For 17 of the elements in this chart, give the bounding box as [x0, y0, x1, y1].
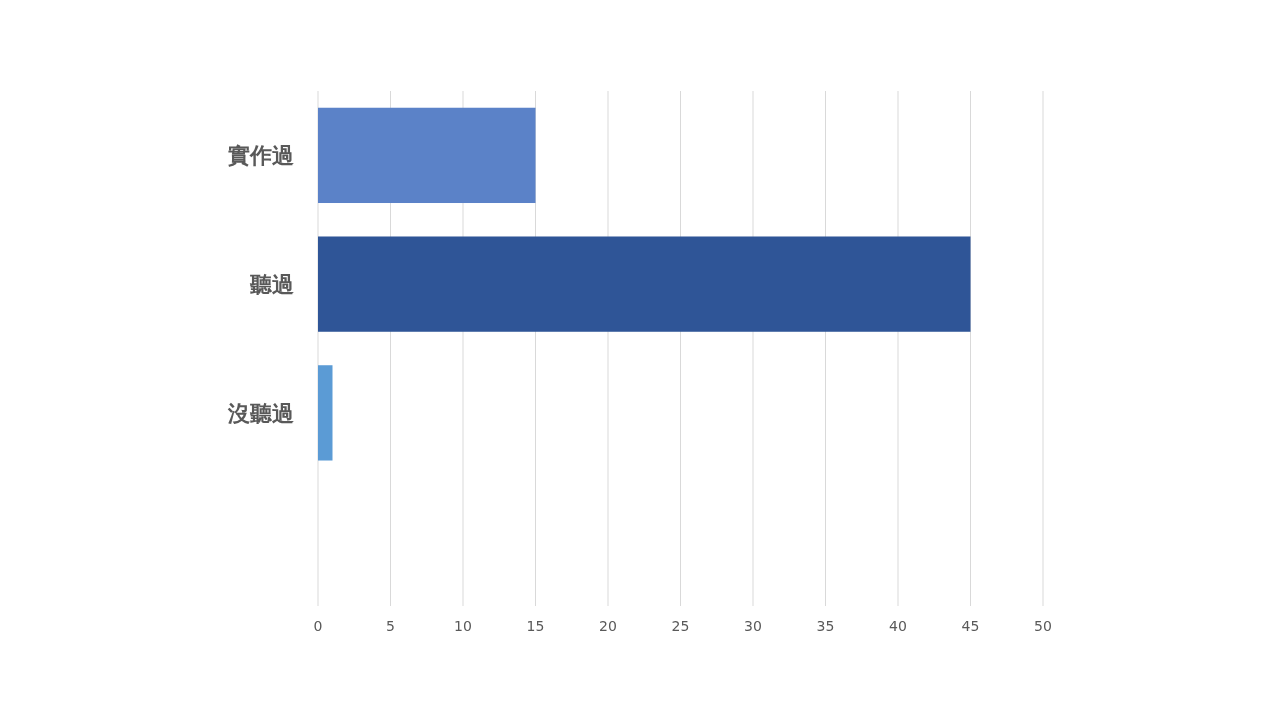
bar [318, 365, 333, 461]
x-tick-label: 40 [889, 618, 907, 634]
y-tick-label: 聽過 [249, 271, 294, 297]
bar [318, 107, 536, 204]
bar [318, 236, 971, 332]
x-tick-label: 30 [744, 618, 762, 634]
x-tick-label: 15 [526, 618, 545, 634]
x-tick-label: 35 [816, 618, 835, 634]
x-tick-label: 45 [961, 618, 980, 634]
y-tick-label: 實作過 [228, 143, 294, 169]
x-tick-label: 50 [1034, 618, 1052, 634]
y-tick-label: 沒聽過 [227, 400, 294, 426]
x-tick-label: 10 [454, 618, 472, 634]
x-tick-label: 0 [313, 618, 323, 634]
x-tick-label: 25 [671, 618, 690, 634]
x-tick-label: 20 [599, 618, 617, 634]
x-tick-label: 5 [386, 618, 395, 634]
